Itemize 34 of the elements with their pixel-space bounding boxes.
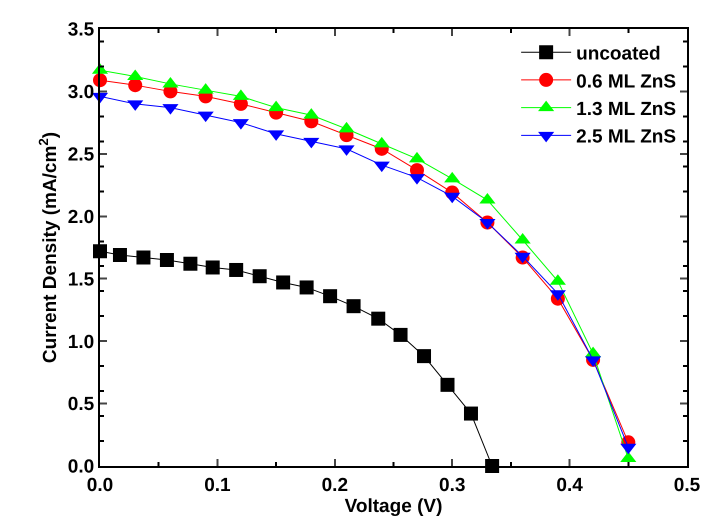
y-tick-label: 0.5 xyxy=(68,394,95,416)
point xyxy=(323,289,338,304)
point xyxy=(128,78,142,92)
point xyxy=(276,275,290,290)
x-tick-label: 0.3 xyxy=(438,474,466,496)
point xyxy=(112,248,127,262)
point xyxy=(206,260,220,274)
y-tick-label: 3.0 xyxy=(68,82,94,104)
x-tick-label: 0.4 xyxy=(556,474,584,496)
point xyxy=(136,250,150,264)
point xyxy=(346,299,361,314)
legend-label: uncoated xyxy=(576,44,661,65)
point xyxy=(371,312,386,326)
y-tick-label: 1.5 xyxy=(68,269,95,290)
legend-label: 2.5 ML ZnS xyxy=(576,126,676,148)
point xyxy=(394,328,408,342)
x-tick-label: 0.1 xyxy=(204,474,232,496)
x-tick-label: 0.5 xyxy=(674,474,701,496)
y-tick-label: 2.0 xyxy=(68,206,94,228)
y-tick-label: 1.0 xyxy=(68,332,94,353)
point xyxy=(183,256,198,271)
point xyxy=(160,252,174,267)
point xyxy=(229,262,244,277)
point xyxy=(464,406,478,421)
point xyxy=(440,378,454,392)
x-axis-title: Voltage (V) xyxy=(344,496,442,517)
y-tick-label: 3.5 xyxy=(68,20,95,41)
legend-label: 1.3 ML ZnS xyxy=(576,99,676,120)
x-tick-label: 0.2 xyxy=(322,474,348,496)
y-tick-label: 2.5 xyxy=(68,144,95,166)
point xyxy=(417,349,432,364)
legend-label: 0.6 ML ZnS xyxy=(576,71,676,92)
point xyxy=(252,269,267,284)
point xyxy=(300,280,314,294)
